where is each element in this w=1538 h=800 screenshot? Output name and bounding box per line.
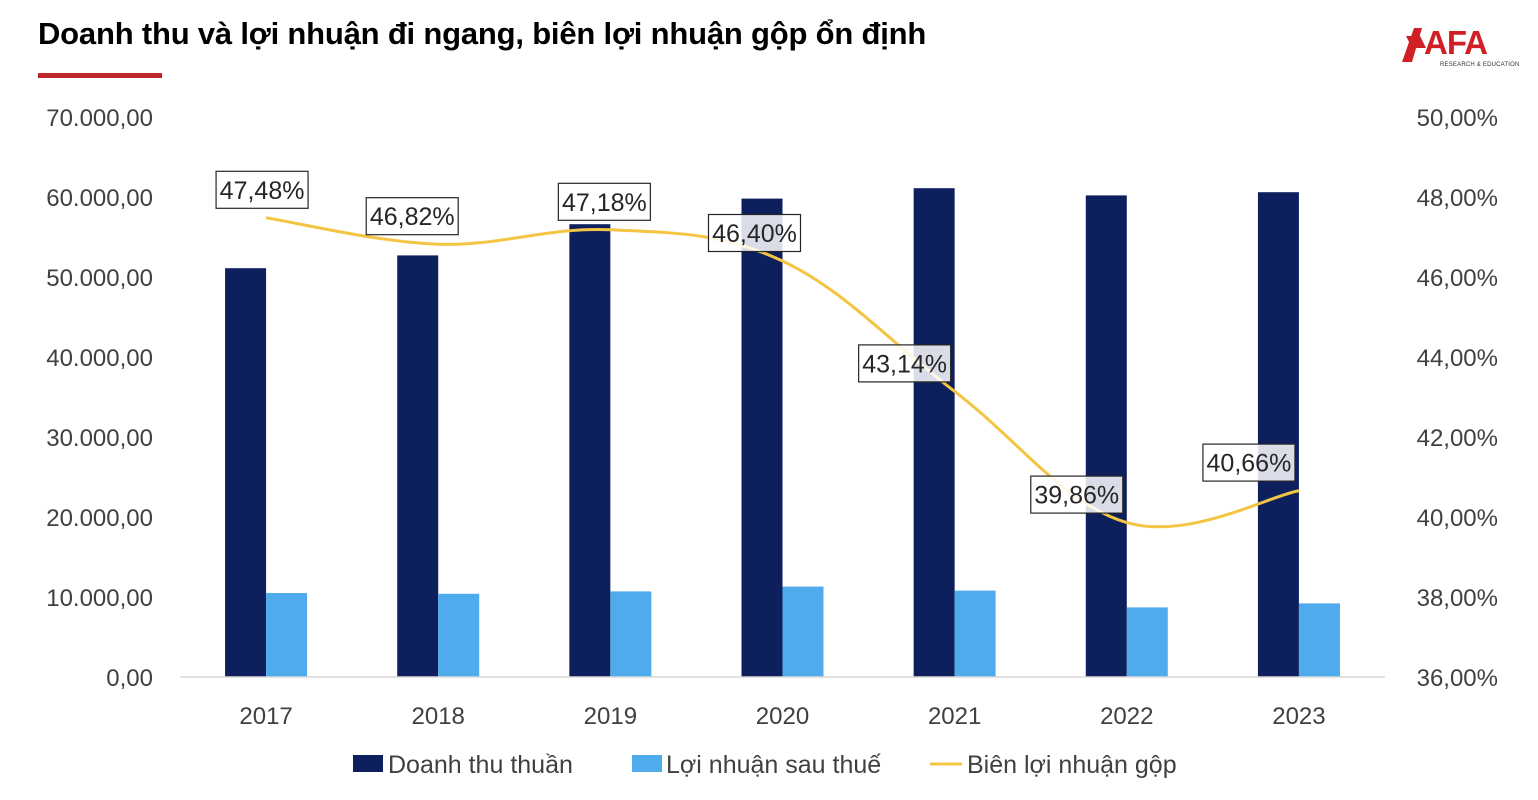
afa-logo: AFA RESEARCH & EDUCATION [1400,24,1520,74]
left-axis-tick-label: 50.000,00 [46,265,153,292]
left-axis-tick-label: 10.000,00 [46,585,153,612]
profit-bar [266,593,308,677]
profit-bar [954,590,996,677]
left-axis-tick-label: 70.000,00 [46,105,153,132]
logo-mark-icon [1402,28,1426,62]
revenue-bar [1257,192,1299,677]
margin-data-label: 46,82% [370,203,455,231]
profit-bar [782,586,824,677]
margin-line [265,216,1300,529]
title-underline [38,73,162,78]
margin-data-label: 40,66% [1207,450,1292,478]
revenue-bar [1085,195,1127,677]
margin-data-label: 47,18% [562,189,647,217]
right-axis-tick-label: 36,00% [1417,665,1498,692]
x-axis-tick-label: 2020 [756,703,809,730]
x-axis-tick-label: 2022 [1100,703,1153,730]
right-axis-tick-label: 48,00% [1417,185,1498,212]
margin-data-label: 43,14% [862,350,947,378]
x-axis-tick-label: 2023 [1272,703,1325,730]
right-axis-tick-label: 46,00% [1417,265,1498,292]
legend-label-profit: Lợi nhuận sau thuế [666,751,881,779]
margin-data-label-box [557,182,651,221]
legend-swatch-profit [632,755,662,772]
legend-label-revenue: Doanh thu thuần [388,751,573,779]
right-axis-tick-label: 42,00% [1417,425,1498,452]
profit-bar [1298,603,1340,677]
profit-bar [438,593,480,677]
margin-data-label-box [707,213,802,253]
revenue-bar [397,255,439,677]
margin-data-label-box [365,197,459,236]
right-axis-tick-label: 50,00% [1417,105,1498,132]
x-axis-tick-label: 2019 [584,703,637,730]
x-axis-tick-label: 2021 [928,703,981,730]
left-axis-tick-label: 60.000,00 [46,185,153,212]
margin-data-label-box [858,344,952,383]
right-axis-tick-label: 44,00% [1417,345,1498,372]
legend-label-margin: Biên lợi nhuận gộp [967,751,1177,779]
right-axis-tick-label: 38,00% [1417,585,1498,612]
x-axis-tick-label: 2017 [239,703,292,730]
left-axis-tick-label: 30.000,00 [46,425,153,452]
revenue-bar [913,188,955,677]
left-axis-tick-label: 40.000,00 [46,345,153,372]
margin-data-label: 39,86% [1034,482,1119,510]
revenue-bar [569,224,611,677]
margin-data-label-box [1202,443,1296,482]
revenue-bar [741,198,783,677]
profit-bar [1126,607,1168,677]
left-axis-tick-label: 20.000,00 [46,505,153,532]
logo-text: AFA [1424,24,1488,61]
right-axis-tick-label: 40,00% [1417,505,1498,532]
revenue-bar [225,268,267,677]
chart-title: Doanh thu và lợi nhuận đi ngang, biên lợ… [38,16,927,51]
margin-data-label-box [1030,475,1124,514]
logo-subtext: RESEARCH & EDUCATION [1440,62,1520,68]
legend-swatch-revenue [353,755,383,772]
left-axis-tick-label: 0,00 [106,665,153,692]
profit-bar [610,591,652,677]
x-axis-tick-label: 2018 [412,703,465,730]
margin-data-label-box [215,170,309,209]
margin-data-label: 47,48% [220,177,305,205]
margin-data-label: 46,40% [712,220,797,248]
